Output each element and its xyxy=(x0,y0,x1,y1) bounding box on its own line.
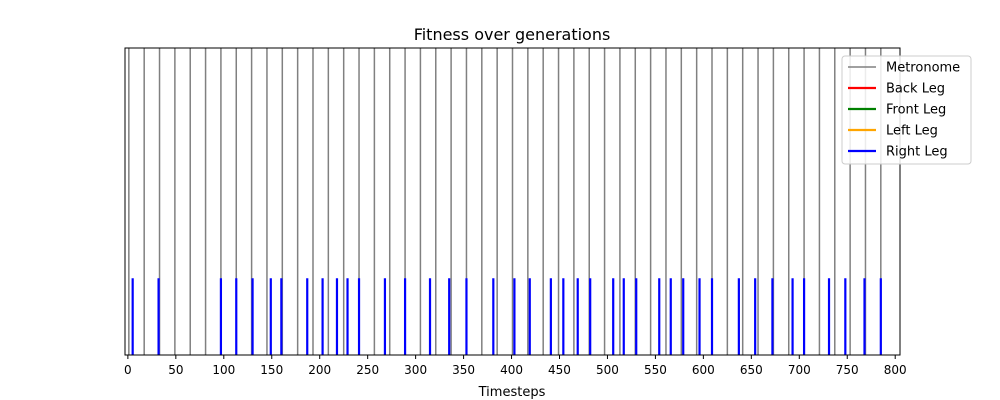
x-tick-label-14: 700 xyxy=(788,363,811,377)
x-tick-label-4: 200 xyxy=(308,363,331,377)
legend-label-0: Metronome xyxy=(886,61,960,76)
legend-label-2: Front Leg xyxy=(886,103,946,118)
x-tick-label-11: 550 xyxy=(644,363,667,377)
x-tick-label-5: 250 xyxy=(356,363,379,377)
x-tick-label-12: 600 xyxy=(692,363,715,377)
series-0 xyxy=(128,48,882,355)
x-tick-label-6: 300 xyxy=(404,363,427,377)
plot-frame xyxy=(124,47,901,356)
legend-label-1: Back Leg xyxy=(886,82,945,97)
x-axis: 0 50 100 150 200 250 300 350 400 450 500 550 600 650 7… xyxy=(124,355,907,377)
x-tick-label-10: 500 xyxy=(596,363,619,377)
x-tick-label-1: 50 xyxy=(168,363,183,377)
legend-box xyxy=(841,55,972,165)
chart-title: Fitness over generations xyxy=(414,25,611,44)
legend-label-3: Left Leg xyxy=(886,124,938,139)
series-4 xyxy=(131,278,882,355)
legend: Metronome Back Leg Front Leg Left Leg Right … xyxy=(841,55,972,165)
x-tick-label-8: 400 xyxy=(500,363,523,377)
x-tick-label-7: 350 xyxy=(452,363,475,377)
x-tick-label-0: 0 xyxy=(124,363,132,377)
x-tick-label-16: 800 xyxy=(884,363,907,377)
x-tick-label-13: 650 xyxy=(740,363,763,377)
x-tick-label-3: 150 xyxy=(260,363,283,377)
x-tick-label-15: 750 xyxy=(836,363,859,377)
x-axis-label: Timesteps xyxy=(478,385,546,400)
x-tick-label-2: 100 xyxy=(212,363,235,377)
legend-label-4: Right Leg xyxy=(886,145,948,160)
series-layer xyxy=(128,48,882,355)
x-tick-label-9: 450 xyxy=(548,363,571,377)
